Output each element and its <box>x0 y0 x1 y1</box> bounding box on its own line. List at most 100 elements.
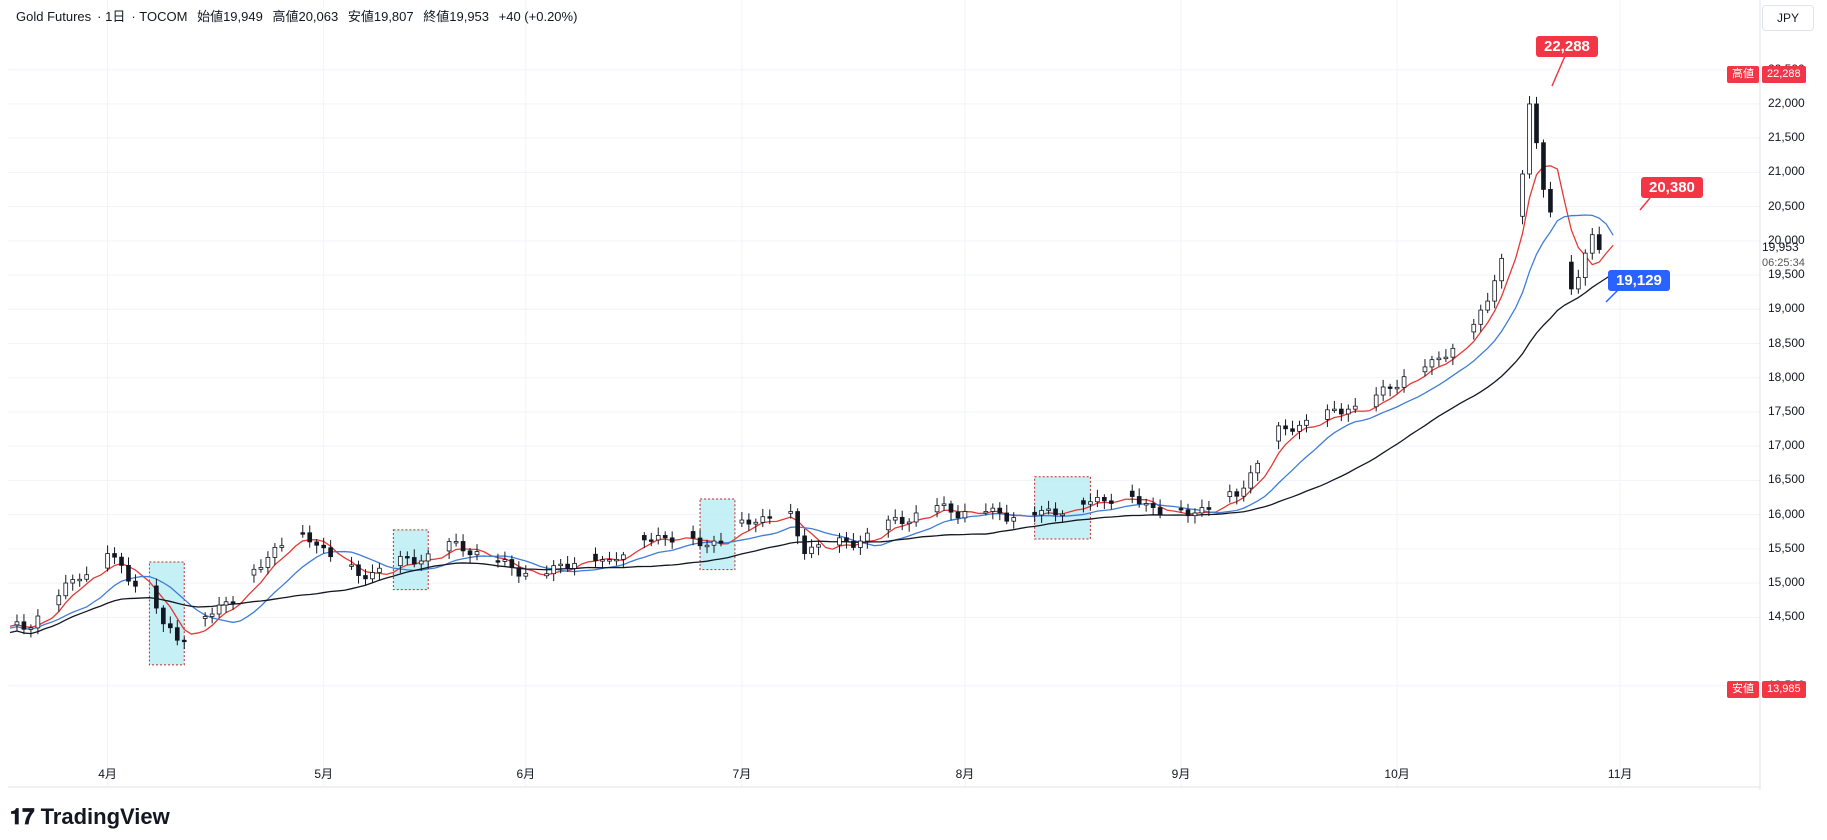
candle <box>1150 497 1156 515</box>
candle <box>1394 379 1400 394</box>
candle-body <box>1108 500 1114 504</box>
candle <box>913 505 919 527</box>
candle <box>1569 254 1574 295</box>
candle <box>1276 422 1281 450</box>
high-value: 高値20,063 <box>272 9 339 24</box>
price-tick: 15,500 <box>1768 540 1805 555</box>
candle <box>161 605 166 632</box>
price-tick: 16,000 <box>1768 506 1805 521</box>
candle-body <box>593 553 598 561</box>
candle <box>411 549 417 568</box>
candle <box>1290 420 1295 436</box>
candle <box>1387 383 1393 397</box>
candle <box>63 574 69 600</box>
candle-body <box>1443 356 1449 360</box>
price-tick: 17,500 <box>1768 403 1805 418</box>
candle <box>1436 351 1442 367</box>
candle <box>767 509 773 525</box>
candle <box>328 540 333 562</box>
candle-body <box>1582 252 1588 278</box>
candle-body <box>753 521 759 525</box>
candle <box>816 540 821 556</box>
candle <box>565 555 570 572</box>
brand-logo[interactable]: 𝟏𝟕 TradingView <box>10 804 170 829</box>
candle-body <box>885 519 891 531</box>
price-tick: 14,500 <box>1768 609 1805 624</box>
candle <box>216 596 222 618</box>
price-tick: 18,500 <box>1768 335 1805 350</box>
candle-body <box>1102 496 1107 502</box>
symbol-name[interactable]: Gold Futures <box>16 9 92 24</box>
candle <box>307 525 313 548</box>
candle <box>28 624 34 638</box>
price-tick: 17,000 <box>1768 438 1805 453</box>
close-value: 終値19,953 <box>423 9 490 24</box>
candle <box>1589 227 1595 260</box>
candle <box>230 596 236 610</box>
candle <box>934 498 940 518</box>
candle-body <box>648 539 654 542</box>
candle-body <box>279 545 285 548</box>
candle <box>265 551 271 575</box>
high-callout: 22,288 <box>1536 36 1598 57</box>
candle-body <box>614 558 619 562</box>
candle <box>174 620 180 646</box>
interval[interactable]: 1日 <box>105 9 126 24</box>
candle-body <box>363 575 368 580</box>
candle-body <box>1534 103 1539 144</box>
candle <box>56 589 62 612</box>
candle-body <box>446 541 452 552</box>
candle-body <box>1394 386 1400 390</box>
candle <box>1485 292 1491 314</box>
candle-body <box>1129 490 1135 497</box>
candle <box>1325 404 1330 427</box>
candle <box>1004 504 1010 525</box>
candle-body <box>1297 424 1302 432</box>
price-tick: 16,500 <box>1768 472 1805 487</box>
candle-body <box>349 564 354 567</box>
candle <box>1352 398 1358 414</box>
candle-body <box>948 503 954 513</box>
candle-body <box>63 582 69 597</box>
candle-body <box>1185 509 1191 517</box>
candle <box>1443 349 1449 363</box>
candle <box>1185 503 1191 523</box>
candle <box>1234 488 1240 505</box>
candle-body <box>460 541 466 552</box>
candle <box>398 550 403 574</box>
candle-body <box>697 537 703 547</box>
candle <box>154 578 159 614</box>
candle <box>593 547 598 567</box>
candle-body <box>377 567 382 573</box>
candle <box>906 518 912 532</box>
candle <box>502 551 508 566</box>
change-value: +40 (+0.20%) <box>498 9 578 24</box>
candle-body <box>1304 419 1309 426</box>
candle-body <box>70 579 76 584</box>
high-tag-value: 22,288 <box>1762 66 1806 83</box>
candle <box>404 551 410 566</box>
candle-body <box>1589 234 1595 254</box>
candle-body <box>718 540 724 544</box>
candle-body <box>1255 462 1261 474</box>
candle-body <box>1081 500 1086 505</box>
candle <box>941 496 947 511</box>
candle-body <box>1387 386 1393 389</box>
candle <box>495 553 501 568</box>
candle <box>223 596 229 613</box>
candle <box>119 552 124 574</box>
candle-body <box>690 531 696 539</box>
candle <box>718 532 724 547</box>
candle <box>802 528 807 560</box>
currency-selector[interactable]: JPY <box>1762 5 1814 31</box>
candle <box>795 508 800 545</box>
candle <box>112 547 117 565</box>
candle <box>202 612 208 627</box>
price-tick: 19,000 <box>1768 301 1805 316</box>
low-tag: 安値 <box>1727 681 1759 698</box>
candle-body <box>1373 394 1379 408</box>
candle-body <box>1325 409 1330 420</box>
candle-body <box>621 554 626 560</box>
exchange: TOCOM <box>139 9 188 24</box>
